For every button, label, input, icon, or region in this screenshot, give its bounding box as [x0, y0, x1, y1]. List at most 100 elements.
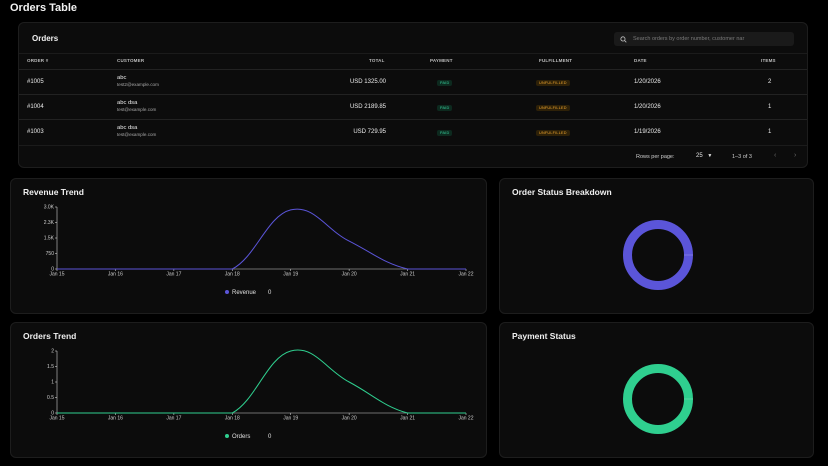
- y-tick-label: 0: [51, 411, 54, 417]
- search-icon: [620, 35, 627, 43]
- order-total: USD 2189.85: [349, 104, 386, 110]
- x-tick-label: Jan 17: [166, 416, 181, 422]
- legend-value: 0: [268, 434, 272, 440]
- x-tick-label: Jan 20: [342, 272, 357, 278]
- orders-card-title: Orders: [32, 34, 59, 43]
- x-tick-label: Jan 21: [400, 416, 415, 422]
- revenue-trend-title: Revenue Trend: [23, 187, 84, 197]
- table-row[interactable]: #1004 abc dsa test@example.com USD 2189.…: [19, 94, 807, 119]
- rows-per-page-label: Rows per page:: [636, 154, 675, 160]
- customer-name: abc: [117, 75, 127, 81]
- order-date: 1/20/2026: [634, 79, 661, 85]
- order-status-chart: [623, 220, 693, 290]
- y-tick-label: 750: [46, 251, 55, 257]
- customer-cell: abc dsa test@example.com: [117, 100, 156, 112]
- order-number: #1005: [27, 79, 44, 85]
- revenue-trend-chart: 0 750 1.5K 2.3K 3.0K Jan 15 Jan 16 Jan 17 Jan 18…: [44, 205, 474, 296]
- y-tick-label: 2.3K: [44, 220, 55, 226]
- y-tick-label: 0: [51, 267, 54, 273]
- x-tick-label: Jan 20: [342, 416, 357, 422]
- x-tick-label: Jan 19: [283, 416, 298, 422]
- fulfillment-badge: UNFULFILLED: [536, 105, 570, 111]
- page-range: 1–3 of 3: [732, 154, 752, 160]
- x-tick-label: Jan 18: [225, 416, 240, 422]
- orders-trend-card: 0 0.5 1 1.5 2 Jan 15 Jan 16 Jan 17 Jan 18 Jan 19 J…: [10, 322, 487, 458]
- search-box[interactable]: [614, 32, 794, 46]
- customer-email: test@example.com: [117, 107, 157, 112]
- order-total: USD 1325.00: [349, 79, 386, 85]
- order-status-card: Order Status Breakdown: [499, 178, 814, 314]
- customer-email: test2@example.com: [117, 82, 159, 87]
- donut-slice: [623, 364, 693, 434]
- order-total: USD 729.95: [353, 129, 386, 135]
- order-number: #1004: [27, 104, 44, 110]
- col-total[interactable]: TOTAL: [369, 58, 385, 63]
- y-tick-label: 1.5K: [44, 236, 55, 242]
- customer-name: abc dsa: [117, 100, 138, 106]
- col-payment[interactable]: PAYMENT: [430, 58, 453, 63]
- col-order[interactable]: ORDER #: [27, 58, 49, 63]
- payment-status-card: Payment Status: [499, 322, 814, 458]
- payment-status-title: Payment Status: [512, 331, 576, 341]
- customer-email: test@example.com: [117, 132, 157, 137]
- order-number: #1003: [27, 129, 44, 135]
- revenue-trend-card: 0 750 1.5K 2.3K 3.0K Jan 15 Jan 16 Jan 17 Jan 18…: [10, 178, 487, 314]
- x-tick-label: Jan 15: [49, 272, 64, 278]
- orders-trend-title: Orders Trend: [23, 331, 77, 341]
- customer-cell: abc test2@example.com: [117, 75, 159, 87]
- series-line-orders: [57, 349, 466, 414]
- table-row[interactable]: #1003 abc dsa test@example.com USD 729.9…: [19, 119, 807, 144]
- fulfillment-badge: UNFULFILLED: [536, 80, 570, 86]
- y-tick-label: 1: [51, 380, 54, 386]
- payment-badge: PAID: [437, 105, 453, 111]
- payment-status-chart: [623, 364, 693, 434]
- col-customer[interactable]: CUSTOMER: [117, 58, 145, 63]
- x-tick-label: Jan 21: [400, 272, 415, 278]
- x-tick-label: Jan 22: [458, 416, 473, 422]
- y-tick-label: 2: [51, 349, 54, 355]
- col-fulfillment[interactable]: FULFILLMENT: [539, 58, 573, 63]
- x-tick-label: Jan 15: [49, 416, 64, 422]
- legend-value: 0: [268, 290, 272, 296]
- col-date[interactable]: DATE: [634, 58, 647, 63]
- next-page-icon[interactable]: ›: [794, 152, 797, 159]
- caret-down-icon: ▼: [707, 153, 713, 159]
- search-input[interactable]: [633, 36, 788, 42]
- legend-swatch: [225, 290, 229, 294]
- order-items: 1: [768, 104, 772, 110]
- y-tick-label: 3.0K: [44, 205, 55, 211]
- orders-trend-chart: 0 0.5 1 1.5 2 Jan 15 Jan 16 Jan 17 Jan 18 Jan 19 J…: [47, 349, 474, 440]
- col-items[interactable]: ITEMS: [761, 58, 776, 63]
- payment-badge: PAID: [437, 130, 453, 136]
- fulfillment-badge: UNFULFILLED: [536, 130, 570, 136]
- order-date: 1/19/2026: [634, 129, 661, 135]
- legend-swatch: [225, 434, 229, 438]
- order-items: 2: [768, 79, 772, 85]
- customer-cell: abc dsa test@example.com: [117, 125, 156, 137]
- x-tick-label: Jan 22: [458, 272, 473, 278]
- payment-badge: PAID: [437, 80, 453, 86]
- rows-per-page-select[interactable]: 25 ▼: [696, 153, 712, 159]
- table-header: ORDER # CUSTOMER TOTAL PAYMENT FULFILLME…: [19, 53, 807, 67]
- table-pager: Rows per page: 25 ▼ 1–3 of 3 ‹ ›: [19, 145, 807, 167]
- order-status-title: Order Status Breakdown: [512, 187, 612, 197]
- order-items: 1: [768, 129, 772, 135]
- legend-label: Revenue: [232, 290, 257, 296]
- order-date: 1/20/2026: [634, 104, 661, 110]
- x-tick-label: Jan 17: [166, 272, 181, 278]
- series-line-revenue: [57, 208, 466, 270]
- rows-per-page-value: 25: [696, 153, 703, 159]
- y-tick-label: 0.5: [47, 395, 54, 401]
- legend-label: Orders: [232, 434, 250, 440]
- page-title: Orders Table: [10, 2, 78, 14]
- customer-name: abc dsa: [117, 125, 138, 131]
- x-tick-label: Jan 18: [225, 272, 240, 278]
- donut-slice: [623, 220, 693, 290]
- prev-page-icon[interactable]: ‹: [774, 152, 777, 159]
- x-tick-label: Jan 19: [283, 272, 298, 278]
- orders-card: Orders ORDER # CUSTOMER TOTAL PAYMENT FU…: [18, 22, 808, 168]
- table-row[interactable]: #1005 abc test2@example.com USD 1325.00 …: [19, 69, 807, 94]
- y-tick-label: 1.5: [47, 364, 54, 370]
- x-tick-label: Jan 16: [108, 272, 123, 278]
- x-tick-label: Jan 16: [108, 416, 123, 422]
